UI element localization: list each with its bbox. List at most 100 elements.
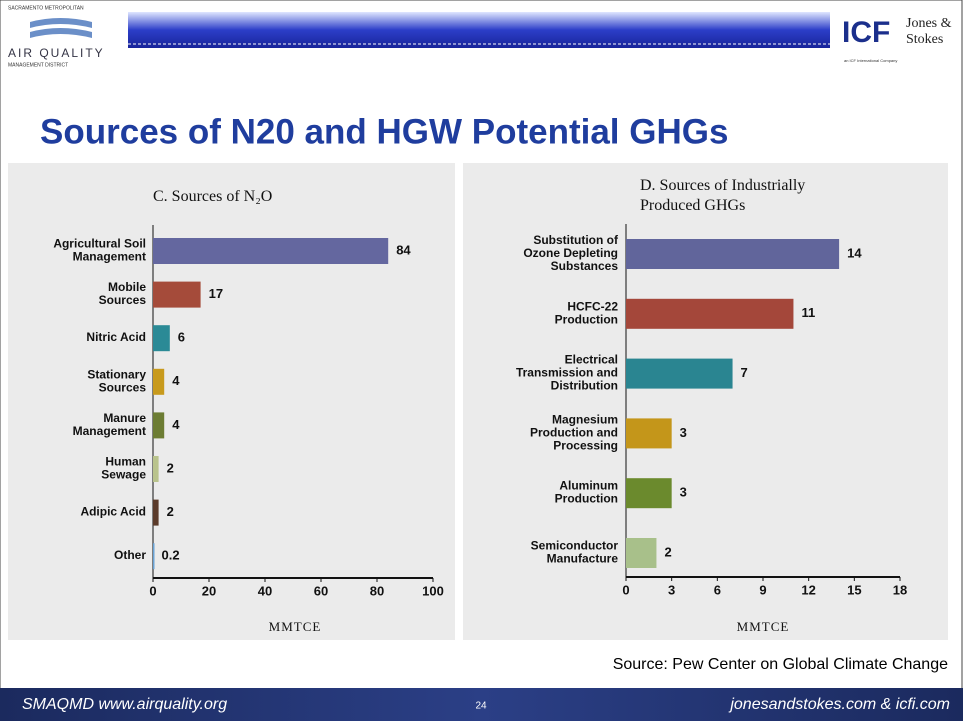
category-label-line: Other — [114, 548, 146, 562]
value-label: 2 — [167, 504, 174, 519]
bar — [153, 412, 165, 439]
chart-title-line: C. Sources of N₂O — [153, 188, 272, 205]
category-label-line: Ozone Depleting — [523, 246, 618, 260]
category-label: HCFC-22 Production — [555, 299, 619, 326]
logo-text: MANAGEMENT DISTRICT — [8, 62, 68, 68]
chart-title-line: Produced GHGs — [640, 197, 745, 214]
footer-bar — [0, 688, 963, 721]
footer-text: jonesandstokes.com & icfi.com — [728, 696, 950, 713]
logo-text: SACRAMENTO METROPOLITAN — [8, 5, 84, 11]
category-label-line: Aluminum — [559, 479, 618, 493]
logo-text: Stokes — [906, 32, 943, 47]
x-tick-label: 100 — [422, 583, 444, 598]
bar — [626, 358, 733, 389]
bar — [153, 368, 165, 395]
value-label: 7 — [741, 365, 748, 380]
value-label: 3 — [680, 485, 687, 500]
x-tick-label: 20 — [202, 583, 216, 598]
bar — [626, 478, 672, 509]
x-tick-label: 15 — [847, 582, 861, 597]
category-label-line: Agricultural Soil — [53, 237, 146, 251]
bar — [153, 543, 155, 570]
slide-title: Sources of N20 and HGW Potential GHGs — [40, 112, 728, 151]
bar — [626, 418, 672, 449]
logo-text: an ICF International Company — [844, 58, 897, 63]
category-label-line: Distribution — [551, 379, 618, 393]
chart-title: D. Sources of Industrially Produced GHGs — [640, 177, 805, 214]
category-label-line: Manure — [103, 411, 146, 425]
category-label-line: Mobile — [108, 280, 146, 294]
category-label: Other — [114, 548, 146, 562]
category-label-line: Transmission and — [516, 366, 618, 380]
logo-text: Jones & — [906, 16, 952, 31]
x-axis-label: MMTCE — [269, 619, 322, 634]
category-label-line: Electrical — [565, 353, 618, 367]
category-label-line: Substances — [551, 259, 619, 273]
x-tick-label: 0 — [622, 582, 629, 597]
x-tick-label: 9 — [759, 582, 766, 597]
category-label-line: Management — [73, 250, 146, 264]
bar — [153, 499, 159, 526]
x-tick-label: 6 — [714, 582, 721, 597]
footer-text: SMAQMD www.airquality.org — [22, 696, 227, 713]
category-label-line: Nitric Acid — [86, 330, 146, 344]
category-label: Magnesium Production and Processing — [530, 413, 618, 453]
bar — [626, 538, 657, 568]
x-tick-label: 0 — [149, 583, 156, 598]
bar — [626, 298, 794, 329]
bar — [153, 325, 170, 352]
category-label-line: Human — [105, 455, 146, 469]
source-note: Source: Pew Center on Global Climate Cha… — [613, 656, 948, 673]
category-label-line: Production and — [530, 426, 618, 440]
bar — [153, 238, 389, 264]
bar — [153, 456, 159, 482]
value-label: 11 — [801, 305, 815, 320]
category-label-line: Substitution of — [533, 233, 619, 247]
x-tick-label: 3 — [668, 582, 675, 597]
category-label: Aluminum Production — [555, 479, 618, 506]
category-label-line: Processing — [553, 439, 618, 453]
page-number: 24 — [475, 701, 487, 712]
logo-waves — [30, 18, 92, 38]
category-label: Adipic Acid — [80, 505, 146, 519]
category-label-line: Sources — [99, 293, 147, 307]
value-label: 6 — [178, 330, 185, 345]
x-tick-label: 60 — [314, 583, 328, 598]
category-label-line: Production — [555, 312, 618, 326]
value-label: 84 — [396, 242, 411, 257]
logo-text: ICF — [842, 16, 890, 49]
category-label: Human Sewage — [101, 455, 146, 482]
bar — [153, 281, 201, 308]
header-band — [128, 12, 830, 48]
category-label-line: Adipic Acid — [80, 505, 146, 519]
category-label-line: Management — [73, 424, 146, 438]
category-label: Agricultural Soil Management — [53, 237, 146, 264]
category-label-line: Sources — [99, 380, 147, 394]
value-label: 2 — [664, 544, 671, 559]
x-tick-label: 80 — [370, 583, 384, 598]
value-label: 4 — [172, 373, 180, 388]
category-label-line: Manufacture — [547, 552, 619, 566]
category-label-line: Production — [555, 492, 618, 506]
x-tick-label: 12 — [801, 582, 815, 597]
category-label-line: Sewage — [101, 468, 146, 482]
value-label: 3 — [680, 425, 687, 440]
chart-panel — [8, 163, 455, 640]
category-label-line: Semiconductor — [531, 539, 619, 553]
x-tick-label: 18 — [893, 582, 907, 597]
value-label: 17 — [209, 286, 223, 301]
chart-title: C. Sources of N₂O — [153, 188, 272, 205]
category-label: Mobile Sources — [99, 280, 147, 307]
category-label: Nitric Acid — [86, 330, 146, 344]
logo-text: AIR QUALITY — [8, 46, 105, 60]
category-label-line: Magnesium — [552, 413, 618, 427]
bar — [626, 239, 840, 269]
chart-title-line: D. Sources of Industrially — [640, 177, 805, 194]
x-tick-label: 40 — [258, 583, 272, 598]
category-label-line: HCFC-22 — [567, 299, 618, 313]
category-label: Stationary Sources — [87, 367, 146, 394]
category-label: Manure Management — [73, 411, 147, 438]
value-label: 0.2 — [162, 548, 180, 563]
x-axis-label: MMTCE — [737, 619, 790, 634]
